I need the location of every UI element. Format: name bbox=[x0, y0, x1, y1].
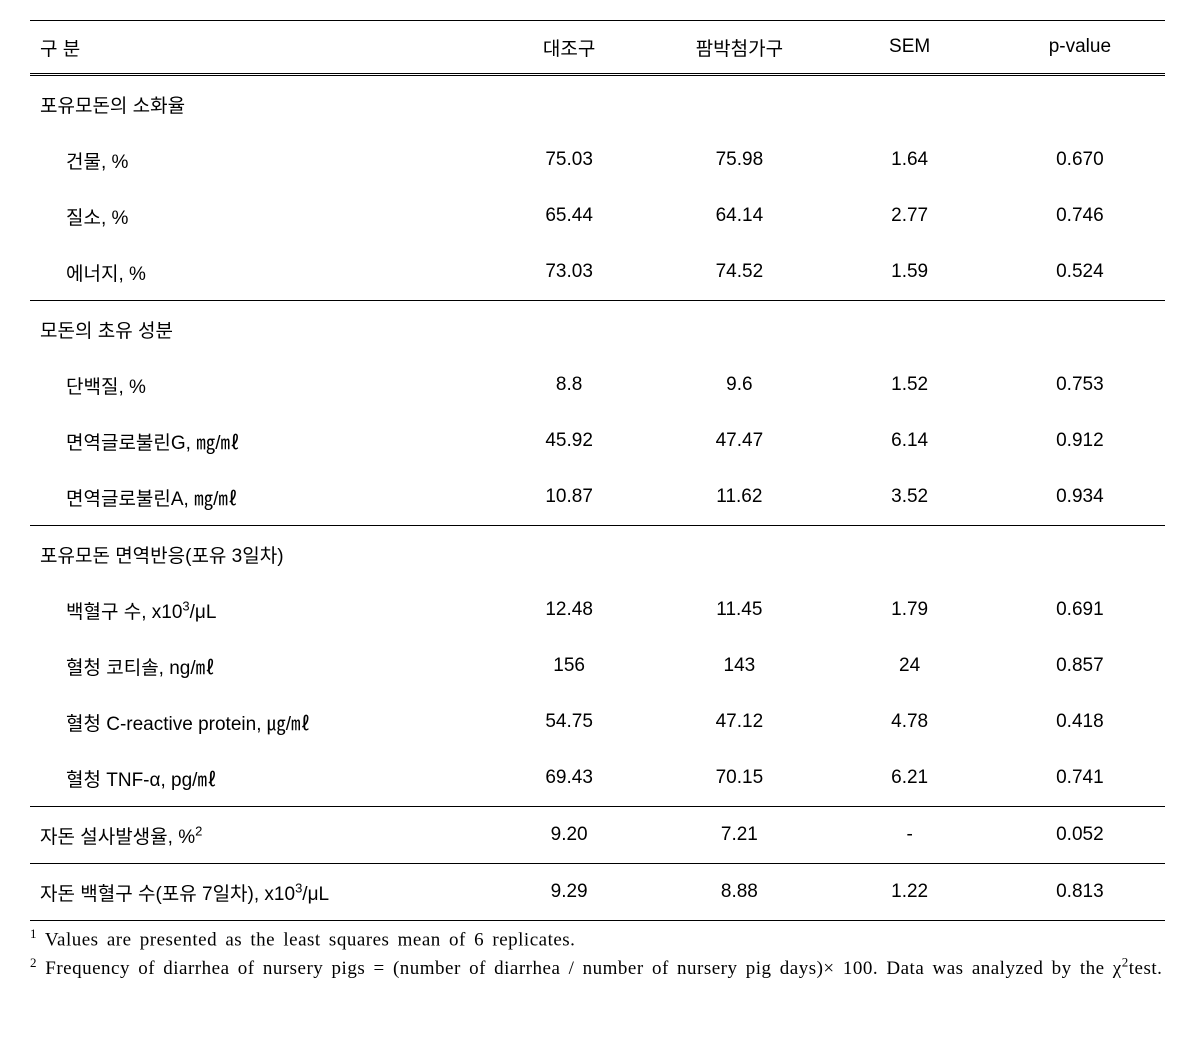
table-row: 에너지, %73.0374.521.590.524 bbox=[30, 244, 1165, 301]
cell-value: 8.88 bbox=[654, 864, 824, 921]
table-row: 백혈구 수, x103/μL12.4811.451.790.691 bbox=[30, 582, 1165, 638]
row-label: 백혈구 수, x103/μL bbox=[30, 582, 484, 638]
cell-value: 75.03 bbox=[484, 132, 654, 188]
cell-value: - bbox=[825, 807, 995, 864]
table-row: 면역글로불린A, ㎎/㎖10.8711.623.520.934 bbox=[30, 469, 1165, 526]
footnote-number: 2 bbox=[30, 955, 37, 970]
cell-value: 11.45 bbox=[654, 582, 824, 638]
cell-value: 9.6 bbox=[654, 357, 824, 413]
cell-value: 1.59 bbox=[825, 244, 995, 301]
row-label: 질소, % bbox=[30, 188, 484, 244]
section-header-row: 모돈의 초유 성분 bbox=[30, 301, 1165, 358]
cell-value: 1.52 bbox=[825, 357, 995, 413]
cell-value: 54.75 bbox=[484, 694, 654, 750]
cell-value: 9.29 bbox=[484, 864, 654, 921]
row-label: 에너지, % bbox=[30, 244, 484, 301]
cell-value: 0.857 bbox=[995, 638, 1165, 694]
header-label: 구 분 bbox=[30, 21, 484, 75]
row-label: 혈청 코티솔, ng/㎖ bbox=[30, 638, 484, 694]
cell-value: 0.813 bbox=[995, 864, 1165, 921]
row-label: 혈청 TNF-α, pg/㎖ bbox=[30, 750, 484, 807]
header-row: 구 분 대조구 팜박첨가구 SEM p-value bbox=[30, 21, 1165, 75]
cell-value: 0.691 bbox=[995, 582, 1165, 638]
header-control: 대조구 bbox=[484, 21, 654, 75]
table-row: 면역글로불린G, ㎎/㎖45.9247.476.140.912 bbox=[30, 413, 1165, 469]
footnote-line: 2 Frequency of diarrhea of nursery pigs … bbox=[30, 954, 1165, 983]
cell-value: 69.43 bbox=[484, 750, 654, 807]
cell-value: 10.87 bbox=[484, 469, 654, 526]
table-row: 질소, %65.4464.142.770.746 bbox=[30, 188, 1165, 244]
cell-value: 0.741 bbox=[995, 750, 1165, 807]
table-row: 단백질, %8.89.61.520.753 bbox=[30, 357, 1165, 413]
table-row: 혈청 TNF-α, pg/㎖69.4370.156.210.741 bbox=[30, 750, 1165, 807]
cell-value: 1.64 bbox=[825, 132, 995, 188]
cell-value: 4.78 bbox=[825, 694, 995, 750]
table-row: 자돈 설사발생율, %29.207.21-0.052 bbox=[30, 807, 1165, 864]
cell-value: 74.52 bbox=[654, 244, 824, 301]
cell-value: 0.934 bbox=[995, 469, 1165, 526]
cell-value: 70.15 bbox=[654, 750, 824, 807]
footnote-text: Frequency of diarrhea of nursery pigs = … bbox=[45, 958, 1162, 979]
cell-value: 143 bbox=[654, 638, 824, 694]
cell-value: 11.62 bbox=[654, 469, 824, 526]
table-row: 혈청 C-reactive protein, ㎍/㎖54.7547.124.78… bbox=[30, 694, 1165, 750]
row-label: 건물, % bbox=[30, 132, 484, 188]
row-label: 자돈 백혈구 수(포유 7일차), x103/μL bbox=[30, 864, 484, 921]
footnote-line: 1 Values are presented as the least squa… bbox=[30, 925, 1165, 954]
section-title: 모돈의 초유 성분 bbox=[30, 301, 1165, 358]
cell-value: 1.22 bbox=[825, 864, 995, 921]
data-table: 구 분 대조구 팜박첨가구 SEM p-value 포유모돈의 소화율건물, %… bbox=[30, 20, 1165, 921]
header-pvalue: p-value bbox=[995, 21, 1165, 75]
cell-value: 73.03 bbox=[484, 244, 654, 301]
cell-value: 0.912 bbox=[995, 413, 1165, 469]
cell-value: 65.44 bbox=[484, 188, 654, 244]
cell-value: 0.418 bbox=[995, 694, 1165, 750]
row-label: 자돈 설사발생율, %2 bbox=[30, 807, 484, 864]
row-label: 면역글로불린A, ㎎/㎖ bbox=[30, 469, 484, 526]
cell-value: 47.12 bbox=[654, 694, 824, 750]
header-treatment: 팜박첨가구 bbox=[654, 21, 824, 75]
footnote-number: 1 bbox=[30, 926, 37, 941]
cell-value: 0.524 bbox=[995, 244, 1165, 301]
cell-value: 156 bbox=[484, 638, 654, 694]
cell-value: 24 bbox=[825, 638, 995, 694]
row-label: 단백질, % bbox=[30, 357, 484, 413]
footnote-text: Values are presented as the least square… bbox=[45, 929, 576, 950]
cell-value: 0.670 bbox=[995, 132, 1165, 188]
section-header-row: 포유모돈의 소화율 bbox=[30, 75, 1165, 133]
table-row: 자돈 백혈구 수(포유 7일차), x103/μL9.298.881.220.8… bbox=[30, 864, 1165, 921]
cell-value: 6.14 bbox=[825, 413, 995, 469]
section-title: 포유모돈의 소화율 bbox=[30, 75, 1165, 133]
section-header-row: 포유모돈 면역반응(포유 3일차) bbox=[30, 526, 1165, 583]
cell-value: 47.47 bbox=[654, 413, 824, 469]
cell-value: 7.21 bbox=[654, 807, 824, 864]
table-row: 건물, %75.0375.981.640.670 bbox=[30, 132, 1165, 188]
cell-value: 8.8 bbox=[484, 357, 654, 413]
cell-value: 64.14 bbox=[654, 188, 824, 244]
cell-value: 0.753 bbox=[995, 357, 1165, 413]
row-label: 혈청 C-reactive protein, ㎍/㎖ bbox=[30, 694, 484, 750]
cell-value: 0.746 bbox=[995, 188, 1165, 244]
footnotes-block: 1 Values are presented as the least squa… bbox=[30, 925, 1165, 983]
cell-value: 3.52 bbox=[825, 469, 995, 526]
table-row: 혈청 코티솔, ng/㎖156143240.857 bbox=[30, 638, 1165, 694]
row-label: 면역글로불린G, ㎎/㎖ bbox=[30, 413, 484, 469]
cell-value: 75.98 bbox=[654, 132, 824, 188]
cell-value: 45.92 bbox=[484, 413, 654, 469]
cell-value: 6.21 bbox=[825, 750, 995, 807]
cell-value: 1.79 bbox=[825, 582, 995, 638]
cell-value: 0.052 bbox=[995, 807, 1165, 864]
cell-value: 2.77 bbox=[825, 188, 995, 244]
section-title: 포유모돈 면역반응(포유 3일차) bbox=[30, 526, 1165, 583]
table-body: 포유모돈의 소화율건물, %75.0375.981.640.670질소, %65… bbox=[30, 75, 1165, 921]
header-sem: SEM bbox=[825, 21, 995, 75]
cell-value: 12.48 bbox=[484, 582, 654, 638]
cell-value: 9.20 bbox=[484, 807, 654, 864]
